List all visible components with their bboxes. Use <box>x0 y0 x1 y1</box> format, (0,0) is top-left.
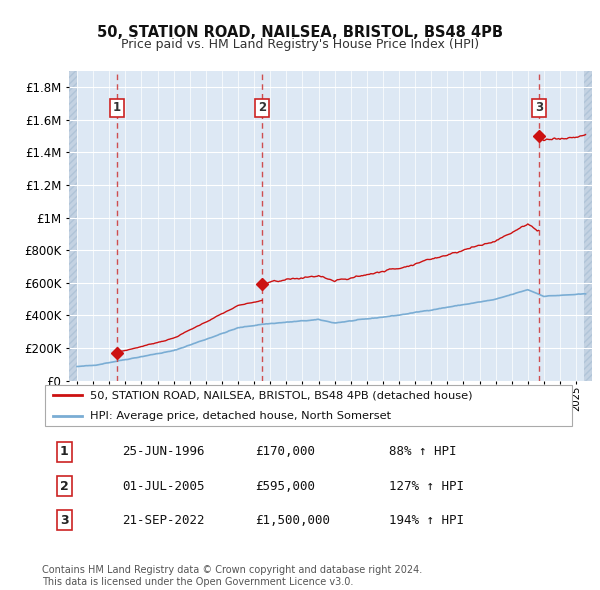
Text: HPI: Average price, detached house, North Somerset: HPI: Average price, detached house, Nort… <box>90 411 391 421</box>
FancyBboxPatch shape <box>44 385 572 426</box>
Text: Contains HM Land Registry data © Crown copyright and database right 2024.
This d: Contains HM Land Registry data © Crown c… <box>42 565 422 587</box>
Text: 3: 3 <box>535 101 544 114</box>
Text: 1: 1 <box>60 445 69 458</box>
Text: 127% ↑ HPI: 127% ↑ HPI <box>389 480 464 493</box>
Text: £1,500,000: £1,500,000 <box>256 514 331 527</box>
Text: 25-JUN-1996: 25-JUN-1996 <box>122 445 205 458</box>
Bar <box>69 71 77 381</box>
Text: 2: 2 <box>60 480 69 493</box>
Text: 1: 1 <box>113 101 121 114</box>
Text: 194% ↑ HPI: 194% ↑ HPI <box>389 514 464 527</box>
Text: 2: 2 <box>258 101 266 114</box>
Text: £170,000: £170,000 <box>256 445 316 458</box>
Text: 88% ↑ HPI: 88% ↑ HPI <box>389 445 457 458</box>
Text: 01-JUL-2005: 01-JUL-2005 <box>122 480 205 493</box>
Text: Price paid vs. HM Land Registry's House Price Index (HPI): Price paid vs. HM Land Registry's House … <box>121 38 479 51</box>
Text: 50, STATION ROAD, NAILSEA, BRISTOL, BS48 4PB: 50, STATION ROAD, NAILSEA, BRISTOL, BS48… <box>97 25 503 40</box>
Text: £595,000: £595,000 <box>256 480 316 493</box>
Bar <box>584 71 592 381</box>
Text: 50, STATION ROAD, NAILSEA, BRISTOL, BS48 4PB (detached house): 50, STATION ROAD, NAILSEA, BRISTOL, BS48… <box>90 390 473 400</box>
Text: 21-SEP-2022: 21-SEP-2022 <box>122 514 205 527</box>
Text: 3: 3 <box>60 514 69 527</box>
